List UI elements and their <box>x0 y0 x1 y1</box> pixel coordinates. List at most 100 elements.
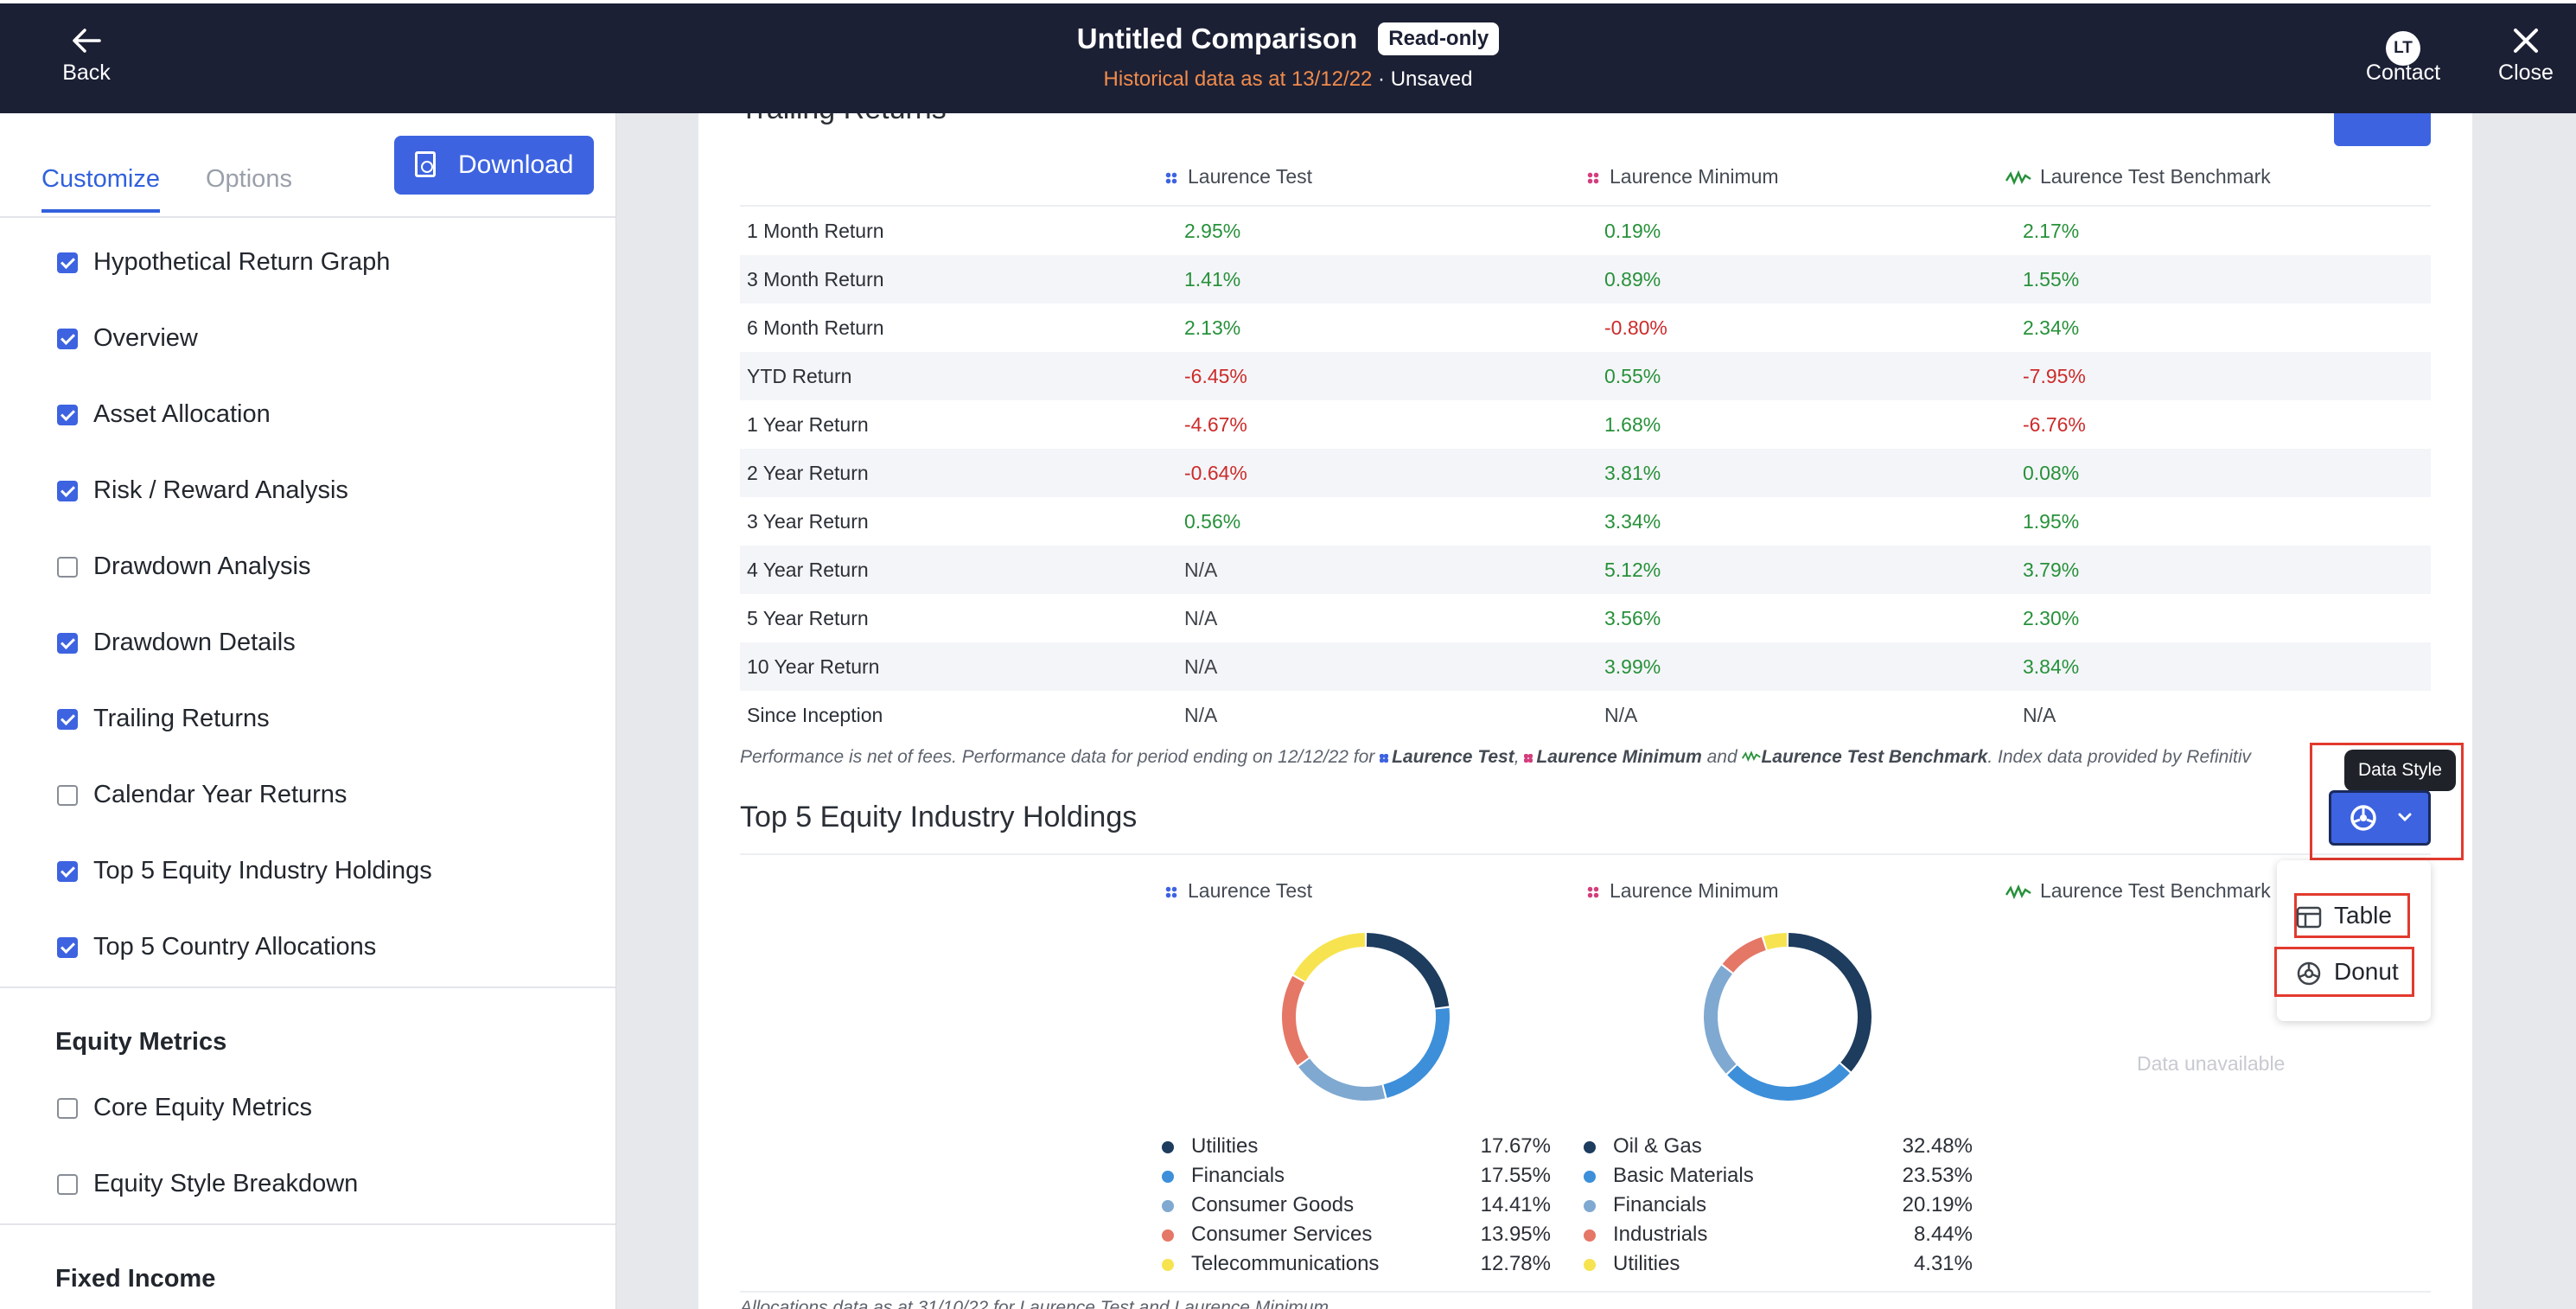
checkbox-unchecked[interactable] <box>57 785 78 806</box>
section-label: Asset Allocation <box>93 400 271 428</box>
legend-swatch <box>1584 1171 1596 1183</box>
save-status: Unsaved <box>1390 67 1473 91</box>
return-cell: 0.55% <box>1604 365 1661 387</box>
checkbox-checked[interactable] <box>57 709 78 730</box>
donut-slice-telecommunications[interactable] <box>1293 933 1366 981</box>
back-label: Back <box>62 61 111 85</box>
legend-value: 13.95% <box>1480 1223 1551 1246</box>
contact-label: Contact <box>2365 61 2441 85</box>
column-header: Laurence Minimum <box>1587 165 1779 188</box>
fund-icon <box>1165 885 1177 898</box>
return-cell: -6.76% <box>2023 413 2086 436</box>
return-cell: 0.89% <box>1604 268 1661 291</box>
arrow-left-icon <box>52 24 121 61</box>
column-header: Laurence Test <box>1165 165 1312 188</box>
download-button[interactable]: Download <box>394 136 594 195</box>
return-cell: 0.56% <box>1184 510 1241 533</box>
legend-value: 8.44% <box>1913 1223 1973 1246</box>
legend-item: Basic Materials 23.53% <box>1584 1161 1981 1191</box>
trailing-style-button[interactable] <box>2334 113 2431 146</box>
menu-item-table[interactable]: Table <box>2296 897 2392 935</box>
donut-slice-financials[interactable] <box>1704 965 1737 1074</box>
return-cell: 1.95% <box>2023 510 2080 533</box>
checkbox-checked[interactable] <box>57 252 78 273</box>
donut-slice-utilities[interactable] <box>1366 933 1450 1008</box>
row-label: 3 Year Return <box>747 510 869 533</box>
return-cell: 1.41% <box>1184 268 1241 291</box>
section-label: Risk / Reward Analysis <box>93 476 348 504</box>
checkbox-checked[interactable] <box>57 633 78 654</box>
checkbox-checked[interactable] <box>57 861 78 882</box>
data-unavailable: Data unavailable <box>2137 1052 2286 1075</box>
close-button[interactable]: Close <box>2491 24 2560 86</box>
checkbox-checked[interactable] <box>57 937 78 958</box>
fund-icon <box>1524 754 1533 763</box>
return-cell: -0.80% <box>1604 316 1667 339</box>
section-label: Overview <box>93 324 198 352</box>
legend-label: Telecommunications <box>1191 1252 1380 1275</box>
donut-slice-consumer-services[interactable] <box>1282 975 1309 1066</box>
donut-slice-utilities[interactable] <box>1763 933 1788 950</box>
legend-value: 32.48% <box>1902 1134 1973 1158</box>
column-label: Laurence Test <box>1188 879 1313 902</box>
legend-value: 20.19% <box>1902 1193 1973 1216</box>
table-icon <box>2296 906 2322 928</box>
highlight-frame <box>2294 893 2410 938</box>
legend-value: 23.53% <box>1902 1164 1973 1187</box>
scroll-area[interactable] <box>2472 113 2576 1309</box>
historical-date: Historical data as at 13/12/22 <box>1103 67 1373 91</box>
legend-label: Basic Materials <box>1613 1164 1754 1187</box>
section-divider <box>0 987 615 988</box>
donut-slice-industrials[interactable] <box>1722 936 1766 973</box>
checkbox-checked[interactable] <box>57 481 78 501</box>
row-label: 2 Year Return <box>747 462 869 484</box>
donut-slice-oil-gas[interactable] <box>1788 933 1871 1072</box>
menu-item-donut[interactable]: Donut <box>2296 953 2399 991</box>
read-only-badge: Read-only <box>1378 22 1500 55</box>
legend-label: Utilities <box>1613 1252 1680 1275</box>
return-cell: N/A <box>1184 704 1218 726</box>
column-label: Laurence Test Benchmark <box>2040 879 2271 902</box>
checkbox-checked[interactable] <box>57 405 78 425</box>
legend-label: Consumer Goods <box>1191 1193 1355 1216</box>
equity-metrics-title: Equity Metrics <box>55 1028 227 1056</box>
fund-icon <box>1587 885 1599 898</box>
contact-button[interactable]: LT Contact <box>2356 24 2450 86</box>
checkbox-unchecked[interactable] <box>57 1098 78 1119</box>
return-cell: 3.99% <box>1604 655 1661 678</box>
column-label: Laurence Minimum <box>1610 165 1779 188</box>
table-row: 3 Year Return 0.56% 3.34% 1.95% <box>740 497 2431 546</box>
section-label: Calendar Year Returns <box>93 781 348 808</box>
donut-slice-consumer-goods[interactable] <box>1298 1058 1386 1101</box>
table-row: YTD Return -6.45% 0.55% -7.95% <box>740 352 2431 400</box>
return-cell: 1.55% <box>2023 268 2080 291</box>
table-row: Since Inception N/A N/A N/A <box>740 691 2431 739</box>
legend-label: Oil & Gas <box>1613 1134 1702 1158</box>
back-button[interactable]: Back <box>52 24 121 86</box>
return-cell: -7.95% <box>2023 365 2086 387</box>
donut-icon <box>2297 961 2321 985</box>
table-row: 6 Month Return 2.13% -0.80% 2.34% <box>740 303 2431 352</box>
data-style-button[interactable] <box>2329 790 2431 846</box>
row-label: 6 Month Return <box>747 316 884 339</box>
donut-slice-basic-materials[interactable] <box>1727 1063 1850 1101</box>
legend-label: Utilities <box>1191 1134 1259 1158</box>
status-separator: · <box>1372 67 1391 91</box>
checkbox-unchecked[interactable] <box>57 1174 78 1195</box>
return-cell: N/A <box>2023 704 2056 726</box>
tab-options[interactable]: Options <box>206 165 292 193</box>
table-row: 1 Month Return 2.95% 0.19% 2.17% <box>740 207 2431 255</box>
donut-slice-financials[interactable] <box>1383 1007 1450 1098</box>
return-cell: 3.84% <box>2023 655 2080 678</box>
report-preview[interactable]: Trailing Returns Laurence Test Laurence … <box>698 113 2472 1309</box>
checkbox-unchecked[interactable] <box>57 557 78 578</box>
row-label: 10 Year Return <box>747 655 880 678</box>
checkbox-checked[interactable] <box>57 329 78 349</box>
legend-label: Financials <box>1191 1164 1285 1187</box>
return-cell: N/A <box>1184 607 1218 629</box>
sidebar: Customize Options Download Hypothetical … <box>0 113 616 1309</box>
return-cell: 2.95% <box>1184 220 1241 242</box>
tab-customize[interactable]: Customize <box>41 165 160 213</box>
highlight-frame <box>2274 947 2414 997</box>
column-header: Laurence Test Benchmark <box>2005 879 2271 903</box>
